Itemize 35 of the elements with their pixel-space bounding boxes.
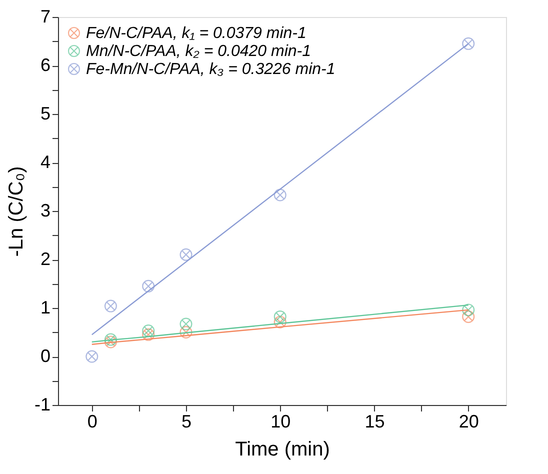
point xyxy=(180,318,192,330)
y-tick-label: 0 xyxy=(40,346,50,366)
x-axis-title: Time (min) xyxy=(235,438,330,460)
y-tick-label: 5 xyxy=(40,104,50,124)
point xyxy=(104,333,117,346)
y-tick-label: 2 xyxy=(40,249,50,269)
point xyxy=(274,310,286,323)
legend-label: Mn/N-C/PAA, k₂ = 0.0420 min-1 xyxy=(86,43,311,60)
point xyxy=(104,336,117,348)
x-tick-label: 20 xyxy=(458,412,479,432)
x-tick-label: 10 xyxy=(270,412,291,432)
point xyxy=(180,248,192,261)
x-tick-label: 0 xyxy=(87,412,98,432)
y-tick-label: 4 xyxy=(40,152,50,172)
point xyxy=(462,310,475,323)
point xyxy=(104,300,117,312)
point xyxy=(142,328,155,341)
legend-label: Fe-Mn/N-C/PAA, k₃ = 0.3226 min-1 xyxy=(86,61,336,78)
legend-label: Fe/N-C/PAA, k₁ = 0.0379 min-1 xyxy=(86,25,306,42)
y-tick-label: 6 xyxy=(40,55,50,75)
point xyxy=(462,304,475,316)
point xyxy=(142,280,155,292)
point xyxy=(86,350,98,363)
y-axis-title: -Ln (C/C₀) xyxy=(5,166,28,257)
point xyxy=(142,324,155,338)
point xyxy=(274,316,286,328)
x-tick-label: 15 xyxy=(364,412,385,432)
y-tick-label: 1 xyxy=(40,298,50,318)
point xyxy=(180,326,192,338)
y-tick-label: 3 xyxy=(40,200,50,220)
y-tick-label: 7 xyxy=(40,6,50,26)
x-tick-label: 5 xyxy=(181,412,192,432)
point xyxy=(274,188,286,202)
y-tick-label: -1 xyxy=(34,394,50,414)
point xyxy=(462,37,475,50)
